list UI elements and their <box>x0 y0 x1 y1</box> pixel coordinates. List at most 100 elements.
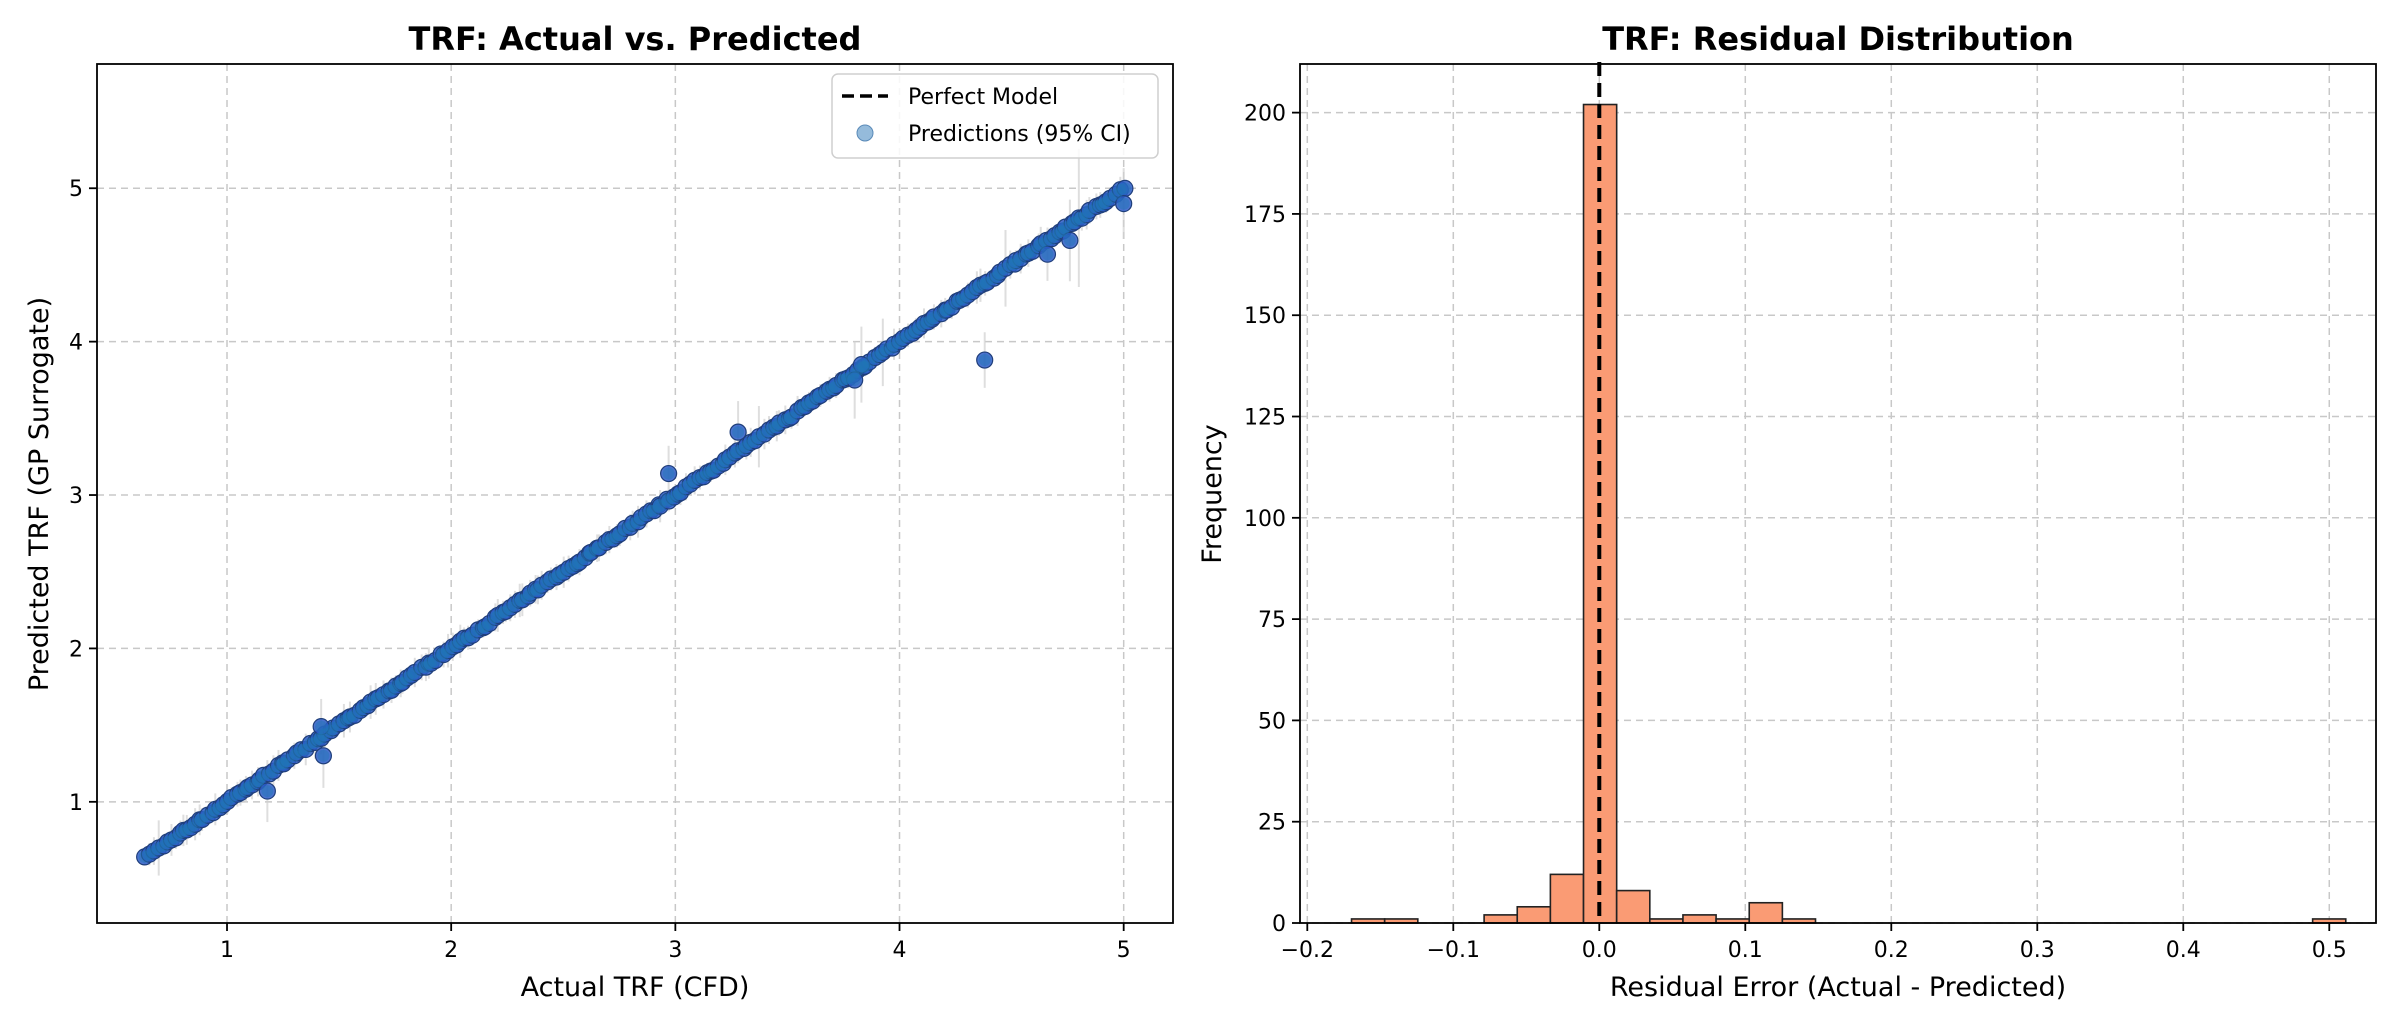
prediction-point-overlay <box>584 546 597 559</box>
prediction-point-overlay <box>369 692 382 705</box>
prediction-point-overlay <box>221 795 234 808</box>
prediction-point-overlay <box>315 732 328 745</box>
prediction-point-overlay <box>405 669 418 682</box>
y-tick-label: 2 <box>69 637 83 662</box>
prediction-point-overlay <box>246 779 259 792</box>
prediction-point-overlay <box>571 557 584 570</box>
prediction-point-overlay <box>541 575 554 588</box>
prediction-point-overlay <box>312 732 325 745</box>
prediction-point-overlay <box>613 527 626 540</box>
prediction-point-overlay <box>635 511 648 524</box>
prediction-point-overlay <box>913 321 926 334</box>
prediction-point-overlay <box>1008 258 1021 271</box>
prediction-point-overlay <box>1034 237 1047 250</box>
prediction-point-overlay <box>950 295 963 308</box>
prediction-point-overlay <box>712 460 725 473</box>
prediction-point-overlay <box>573 556 586 569</box>
y-tick-label: 175 <box>1244 203 1286 228</box>
prediction-point-overlay <box>1026 245 1039 258</box>
legend: Perfect Model Predictions (95% CI) <box>831 73 1159 159</box>
x-tick-label: 1 <box>220 938 234 963</box>
axis-ticks: −0.2 −0.1 0.0 0.1 0.2 0.3 0.4 0.5 0 25 50 75 100 125 1… <box>1244 102 2347 963</box>
prediction-point-overlay <box>272 759 285 772</box>
prediction-point-overlay <box>524 587 537 600</box>
prediction-point <box>660 464 678 483</box>
x-axis-label: Actual TRF (CFD) <box>521 972 750 1003</box>
prediction-point-overlay <box>483 617 496 630</box>
prediction-point-overlay <box>241 781 254 794</box>
prediction-point-overlay <box>1066 217 1079 230</box>
prediction-point <box>258 782 276 800</box>
prediction-point-overlay <box>660 493 673 506</box>
prediction-point-overlay <box>740 439 753 452</box>
prediction-point-overlay <box>454 635 467 648</box>
prediction-point-overlay <box>479 620 492 633</box>
prediction-point-overlay <box>343 711 356 724</box>
prediction-point-overlay <box>138 850 151 863</box>
prediction-point-overlay <box>1075 212 1088 225</box>
prediction-point-overlay <box>857 361 870 374</box>
x-tick-label: 5 <box>1117 938 1131 963</box>
prediction-point-overlay <box>773 417 786 430</box>
y-tick-label: 5 <box>69 177 83 202</box>
prediction-point-overlay <box>253 773 266 786</box>
prediction-point-overlay <box>177 824 190 837</box>
prediction-point-overlay <box>684 478 697 491</box>
x-tick-label: −0.2 <box>1281 938 1334 963</box>
prediction-point-overlay <box>201 809 214 822</box>
prediction-point-overlay <box>680 480 693 493</box>
prediction-point-overlay <box>462 631 475 644</box>
prediction-point-overlay <box>489 611 502 624</box>
prediction-point-overlay <box>842 371 855 384</box>
prediction-point-overlay <box>239 783 252 796</box>
x-axis-label: Residual Error (Actual - Predicted) <box>1610 972 2066 1003</box>
prediction-point-overlay <box>401 671 414 684</box>
prediction-point-overlay <box>446 640 459 653</box>
prediction-point-overlay <box>1090 200 1103 213</box>
prediction-point-overlay <box>1114 183 1127 196</box>
prediction-point-overlay <box>389 680 402 693</box>
prediction-point-overlay <box>1056 225 1069 238</box>
prediction-point-overlay <box>814 389 827 402</box>
prediction-point-overlay <box>927 310 940 323</box>
prediction-point-overlay <box>529 583 542 596</box>
prediction-point-overlay <box>939 304 952 317</box>
prediction-point-overlay <box>836 374 849 387</box>
prediction-point-overlay <box>978 354 991 367</box>
prediction-point-overlay <box>626 517 639 530</box>
y-axis-label: Predicted TRF (GP Surrogate) <box>24 297 55 691</box>
prediction-point-overlay <box>731 444 744 457</box>
x-tick-label: 4 <box>893 938 907 963</box>
prediction-point-overlay <box>304 737 317 750</box>
prediction-point-overlay <box>550 571 563 584</box>
prediction-point-overlay <box>429 654 442 667</box>
histogram-bar <box>1516 905 1552 924</box>
histogram-bar <box>1483 914 1519 924</box>
histogram-bars <box>1350 103 2347 924</box>
x-tick-label: −0.1 <box>1427 938 1480 963</box>
prediction-point-overlay <box>276 756 289 769</box>
prediction-point <box>729 423 747 441</box>
prediction-point-overlay <box>1045 232 1058 245</box>
prediction-point-overlay <box>491 609 504 622</box>
actual-vs-predicted-chart: TRF: Actual vs. Predicted 1 2 3 4 5 1 2 3 4 5 Act… <box>24 20 1174 1003</box>
prediction-point-overlay <box>827 381 840 394</box>
prediction-point-overlay <box>737 442 750 455</box>
prediction-point-overlay <box>1094 198 1107 211</box>
prediction-point-overlay <box>317 749 330 762</box>
x-tick-label: 3 <box>668 938 682 963</box>
y-tick-label: 150 <box>1244 304 1286 329</box>
prediction-point-overlay <box>579 551 592 564</box>
y-tick-label: 4 <box>69 331 83 356</box>
prediction-point-overlay <box>290 746 303 759</box>
prediction-point-overlay <box>522 590 535 603</box>
prediction-point-overlay <box>970 281 983 294</box>
prediction-point-overlay <box>693 471 706 484</box>
x-tick-label: 0.1 <box>1728 938 1763 963</box>
prediction-point-overlay <box>1097 197 1110 210</box>
prediction-point-overlay <box>1014 252 1027 265</box>
prediction-point-overlay <box>1041 248 1054 261</box>
prediction-point-overlay <box>909 324 922 337</box>
prediction-point-overlay <box>662 467 675 480</box>
prediction-point-overlay <box>337 714 350 727</box>
